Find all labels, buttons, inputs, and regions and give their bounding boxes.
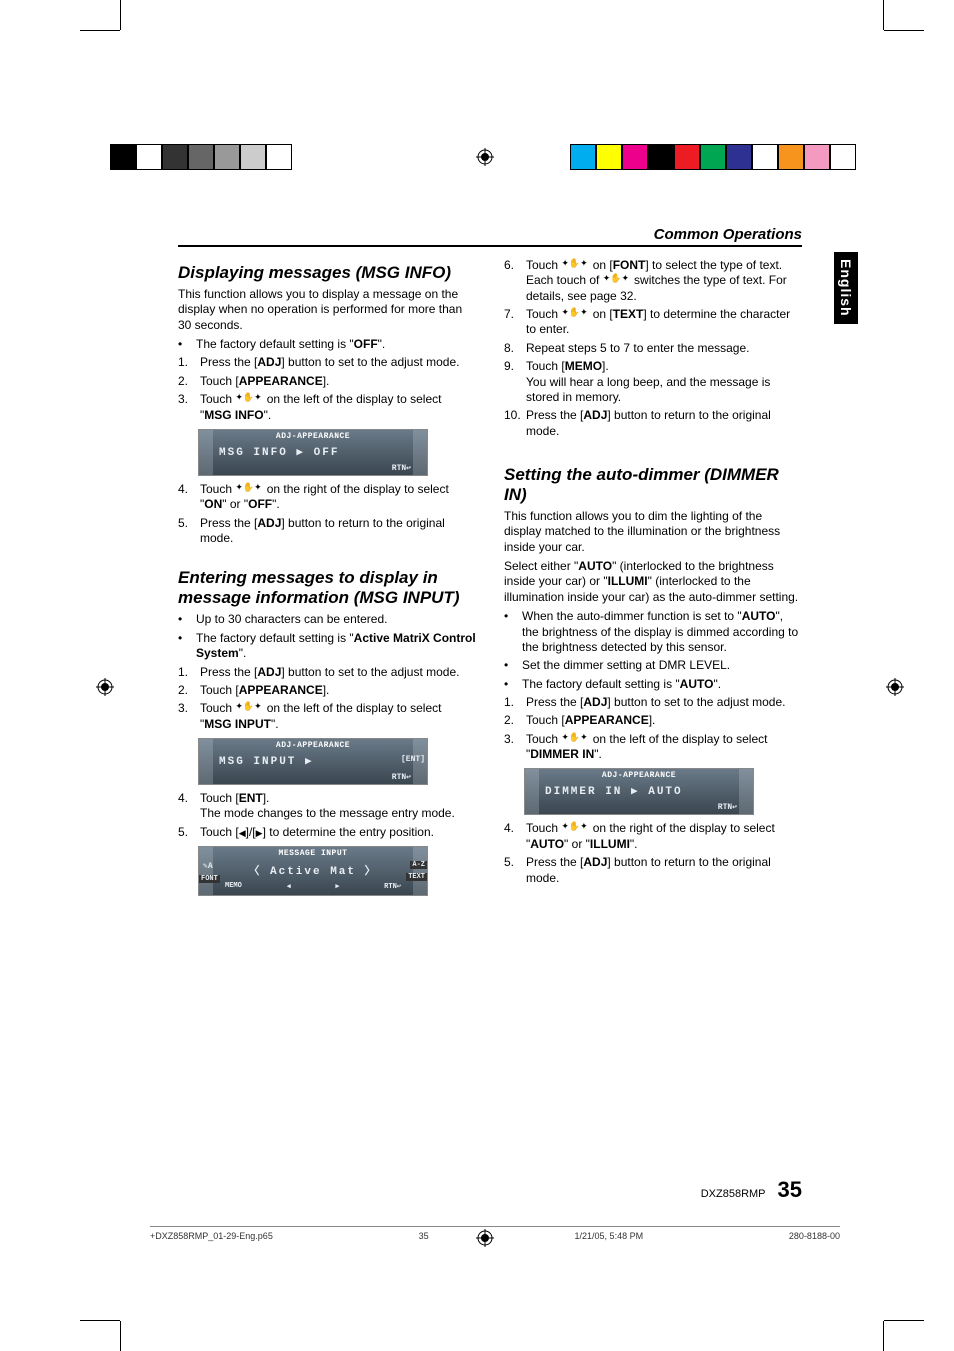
- page: English Common Operations Displaying mes…: [0, 0, 954, 1351]
- step-text: Touch on the left of the display to sele…: [200, 392, 476, 423]
- touch-icon: [561, 734, 589, 746]
- step-text: Repeat steps 5 to 7 to enter the message…: [526, 341, 802, 356]
- step-text: Touch on the left of the display to sele…: [200, 701, 476, 732]
- step-text: Touch on [FONT] to select the type of te…: [526, 258, 802, 304]
- heading-msg-input: Entering messages to display in message …: [178, 568, 476, 608]
- crop-mark: [120, 0, 121, 30]
- color-bar-right: [570, 144, 856, 170]
- bullet-text: Up to 30 characters can be entered.: [196, 612, 476, 627]
- left-column: Displaying messages (MSG INFO) This func…: [178, 255, 476, 902]
- bullet-text: The factory default setting is "AUTO".: [522, 677, 802, 692]
- crop-mark: [884, 30, 924, 31]
- touch-icon: [561, 260, 589, 272]
- step-text: Touch on [TEXT] to determine the charact…: [526, 307, 802, 338]
- lcd-screenshot: ADJ-APPEARANCE MSG INPUT ▶ [ENT] RTN↩: [198, 738, 428, 785]
- step-text: Press the [ADJ] button to set to the adj…: [526, 695, 802, 710]
- step-text: Touch [APPEARANCE].: [200, 683, 476, 698]
- heading-msg-info: Displaying messages (MSG INFO): [178, 263, 476, 283]
- crop-mark: [884, 1320, 924, 1321]
- meta-date: 1/21/05, 5:48 PM: [575, 1231, 644, 1241]
- intro-text: This function allows you to display a me…: [178, 287, 476, 333]
- bullet-text: Set the dimmer setting at DMR LEVEL.: [522, 658, 802, 673]
- footer-model: DXZ858RMP: [701, 1188, 766, 1200]
- touch-icon: [235, 394, 263, 406]
- meta-pg: 35: [419, 1231, 429, 1241]
- step-text: Press the [ADJ] button to set to the adj…: [200, 355, 476, 370]
- touch-icon: [235, 484, 263, 496]
- intro-text: This function allows you to dim the ligh…: [504, 509, 802, 555]
- step-text: Touch on the left of the display to sele…: [526, 732, 802, 763]
- footer-page-number: 35: [778, 1177, 802, 1203]
- body-text: Select either "AUTO" (interlocked to the…: [504, 559, 802, 605]
- color-bar-left: [110, 144, 292, 170]
- step-text: Touch [APPEARANCE].: [526, 713, 802, 728]
- step-text: Touch [APPEARANCE].: [200, 374, 476, 389]
- bullet-text: The factory default setting is "Active M…: [196, 631, 476, 662]
- crop-mark: [80, 30, 120, 31]
- section-header: Common Operations: [178, 226, 802, 247]
- registration-mark-icon: [96, 678, 114, 696]
- heading-dimmer: Setting the auto-dimmer (DIMMER IN): [504, 465, 802, 505]
- right-column: 6.Touch on [FONT] to select the type of …: [504, 255, 802, 902]
- registration-mark-icon: [476, 148, 494, 166]
- bullet-text: When the auto-dimmer function is set to …: [522, 609, 802, 655]
- touch-icon: [603, 275, 631, 287]
- step-text: Touch on the right of the display to sel…: [526, 821, 802, 852]
- step-text: Touch on the right of the display to sel…: [200, 482, 476, 513]
- bullet-text: The factory default setting is "OFF".: [196, 337, 476, 352]
- crop-mark: [883, 0, 884, 30]
- touch-icon: [561, 309, 589, 321]
- step-text: Touch [MEMO].You will hear a long beep, …: [526, 359, 802, 405]
- step-text: Press the [ADJ] button to return to the …: [526, 408, 802, 439]
- touch-icon: [561, 823, 589, 835]
- crop-mark: [80, 1320, 120, 1321]
- lcd-screenshot: ADJ-APPEARANCE MSG INFO ▶ OFF RTN↩: [198, 429, 428, 476]
- step-text: Press the [ADJ] button to return to the …: [200, 516, 476, 547]
- meta-file: +DXZ858RMP_01-29-Eng.p65: [150, 1231, 273, 1241]
- step-text: Press the [ADJ] button to set to the adj…: [200, 665, 476, 680]
- language-tab: English: [834, 252, 858, 324]
- lcd-screenshot: MESSAGE INPUT ✎A 〈 Active Mat 〉 A-Z FONT…: [198, 846, 428, 896]
- touch-icon: [235, 703, 263, 715]
- step-text: Touch [◀]/[▶] to determine the entry pos…: [200, 825, 476, 840]
- registration-mark-icon: [886, 678, 904, 696]
- crop-mark: [883, 1321, 884, 1351]
- step-text: Touch [ENT].The mode changes to the mess…: [200, 791, 476, 822]
- crop-mark: [120, 1321, 121, 1351]
- lcd-screenshot: ADJ-APPEARANCE DIMMER IN ▶ AUTO RTN↩: [524, 768, 754, 815]
- print-meta: +DXZ858RMP_01-29-Eng.p65 35 1/21/05, 5:4…: [150, 1226, 840, 1241]
- content-area: Common Operations Displaying messages (M…: [178, 226, 802, 902]
- page-footer: DXZ858RMP 35: [178, 1177, 802, 1203]
- step-text: Press the [ADJ] button to return to the …: [526, 855, 802, 886]
- meta-code: 280-8188-00: [789, 1231, 840, 1241]
